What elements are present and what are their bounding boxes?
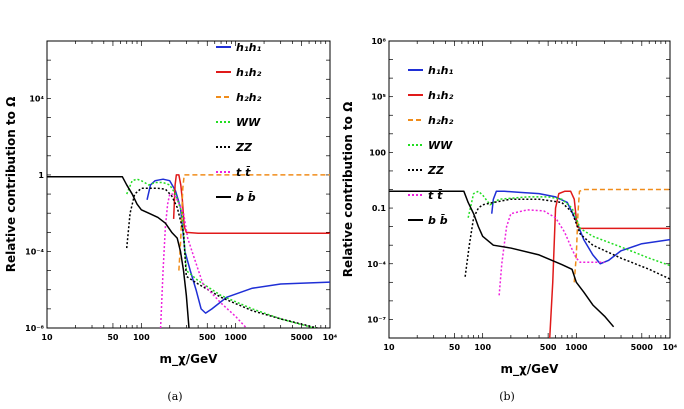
plot-frame — [46, 40, 331, 329]
series-line-6 — [47, 176, 190, 328]
x-tick-label: 100 — [474, 343, 491, 352]
x-tick-label: 100 — [133, 333, 150, 342]
legend-label: WW — [236, 116, 261, 129]
legend-label: h₁h₂ — [428, 89, 453, 102]
x-tick-label: 10 — [383, 343, 395, 352]
x-tick-label: 500 — [199, 333, 216, 342]
y-tick-label: 10⁻⁷ — [367, 315, 386, 324]
panel-caption: (a) — [167, 390, 182, 403]
legend-label: h₁h₁ — [236, 41, 261, 54]
panel-b: 10 50 100 500 1000 5000 10⁴ 10⁻⁷ 10⁻⁴ 0.1 100 10⁵ 10… — [341, 37, 678, 403]
series-line-0 — [146, 178, 330, 314]
x-tick-label: 10⁴ — [663, 343, 678, 352]
x-tick-label: 1000 — [225, 333, 248, 342]
series-line-1 — [548, 190, 670, 338]
series-line-4 — [464, 198, 670, 280]
series-line-3 — [467, 190, 670, 267]
legend-label: h₁h₂ — [236, 66, 261, 79]
series-line-2 — [178, 174, 330, 271]
x-tick-label: 50 — [449, 343, 461, 352]
legend-label: t t̄ — [236, 166, 251, 179]
legend-label: b b̄ — [236, 191, 256, 204]
y-tick-label: 100 — [369, 148, 386, 157]
x-axis-label: m_χ/GeV — [501, 362, 560, 377]
legend-label: b b̄ — [428, 214, 448, 227]
legend-label: h₁h₁ — [428, 64, 453, 77]
y-tick-label: 10⁻⁸ — [25, 324, 44, 333]
x-tick-label: 5000 — [631, 343, 654, 352]
x-axis-label: m_χ/GeV — [160, 352, 219, 367]
legend-label: WW — [428, 139, 453, 152]
y-tick-label: 10⁻⁴ — [25, 247, 44, 256]
x-tick-label: 10 — [41, 333, 53, 342]
series-line-5 — [498, 209, 605, 296]
legend-label: h₂h₂ — [236, 91, 261, 104]
y-tick-label: 1 — [38, 171, 44, 180]
x-tick-label: 10⁴ — [323, 333, 338, 342]
y-tick-label: 10⁸ — [371, 37, 386, 46]
x-tick-label: 1000 — [565, 343, 588, 352]
legend-label: ZZ — [235, 141, 253, 154]
x-tick-label: 50 — [107, 333, 119, 342]
y-tick-label: 10⁴ — [29, 94, 44, 103]
series-group — [389, 188, 670, 338]
panel-caption: (b) — [499, 390, 515, 403]
series-line-3 — [126, 178, 317, 328]
y-tick-label: 10⁵ — [371, 93, 386, 102]
legend-label: h₂h₂ — [428, 114, 453, 127]
series-line-4 — [125, 187, 321, 328]
legend-label: t t̄ — [428, 189, 443, 202]
y-tick-label: 0.1 — [372, 204, 387, 213]
series-line-6 — [389, 190, 615, 328]
series-line-1 — [172, 174, 330, 234]
x-tick-label: 500 — [540, 343, 557, 352]
x-tick-label: 5000 — [290, 333, 313, 342]
series-line-0 — [490, 190, 670, 265]
y-axis-label: Relative contribution to Ω — [341, 102, 355, 278]
series-group — [47, 174, 330, 328]
y-axis-label: Relative contribution to Ω — [4, 97, 18, 273]
legend: h₁h₁ h₁h₂ h₂h₂ WW ZZ t t̄ b b̄ — [216, 41, 261, 204]
panel-a: 10 50 100 500 1000 5000 10⁴ 10⁻⁸ 10⁻⁴ 1 10⁴ m_χ/GeV… — [4, 40, 338, 403]
legend: h₁h₁ h₁h₂ h₂h₂ WW ZZ t t̄ b b̄ — [408, 64, 453, 227]
y-tick-label: 10⁻⁴ — [367, 260, 386, 269]
series-line-2 — [573, 188, 670, 283]
legend-label: ZZ — [427, 164, 445, 177]
